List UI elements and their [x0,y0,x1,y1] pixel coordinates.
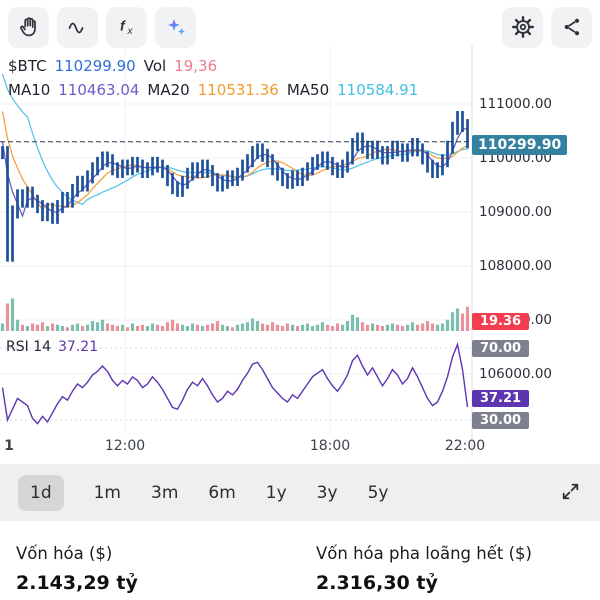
ma50-label: MA50 [286,81,330,99]
ma10-label: MA10 [8,81,51,99]
share-button[interactable] [551,6,592,48]
time-axis-tick: 12:00 [104,438,146,454]
ma20-label: MA20 [147,81,190,99]
settings-button[interactable] [502,6,543,48]
price-axis-tick: 108000.00 [479,258,553,274]
volume-value: 19,36 [174,57,218,75]
rsi-upper-band-badge: 70.00 [472,339,529,357]
wave-icon [66,15,90,39]
rsi-lower-band-badge: 30.00 [472,411,529,429]
svg-text:x: x [126,26,133,37]
fdv-value: 2.316,30 tỷ [316,572,438,594]
range-option-3m[interactable]: 3m [151,482,179,503]
range-option-5y[interactable]: 5y [367,482,389,503]
ma-legend-row[interactable]: MA10 110463.04 MA20 110531.36 MA50 11058… [8,81,418,99]
fx-icon: f x [115,15,139,39]
market-stats: Vốn hóa ($) 2.143,29 tỷ Vốn hóa pha loãn… [0,534,600,594]
wave-tool-button[interactable] [57,6,98,48]
last-price-badge: 110299.90 [472,135,568,155]
toolbar-left-group: f x [8,6,196,48]
chart-toolbar: f x [8,6,592,48]
time-axis-tick: 18:00 [309,438,351,454]
price-axis-tick: 106000.00 [479,366,553,382]
time-axis-tick: 1 [4,438,14,454]
rsi-label: RSI 14 [6,339,52,355]
functions-button[interactable]: f x [106,6,147,48]
share-icon [560,15,584,39]
market-cap-value: 2.143,29 tỷ [16,572,138,594]
rsi-legend-row[interactable]: RSI 14 37.21 [6,339,98,355]
market-cap-stat: Vốn hóa ($) 2.143,29 tỷ [0,534,300,594]
fdv-stat: Vốn hóa pha loãng hết ($) 2.316,30 tỷ [300,534,600,594]
range-selector-bar: 1d 1m 3m 6m 1y 3y 5y [0,464,600,521]
price-legend-row[interactable]: $BTC 110299.90 Vol 19,36 [8,57,217,75]
sparkle-icon [164,15,188,39]
market-cap-label: Vốn hóa ($) [16,544,113,563]
pan-button[interactable] [8,6,49,48]
svg-text:f: f [120,18,126,34]
expand-icon [559,480,582,506]
ma20-value: 110531.36 [197,81,279,99]
time-axis-tick: 22:00 [444,438,486,454]
range-option-6m[interactable]: 6m [208,482,236,503]
rsi-value-badge: 37.21 [472,389,529,407]
fullscreen-button[interactable] [559,480,582,506]
volume-label: Vol [143,57,167,75]
range-option-1d[interactable]: 1d [18,474,64,511]
ai-sparkle-button[interactable] [155,6,196,48]
price-axis-tick: 109000.00 [479,204,553,220]
range-option-3y[interactable]: 3y [316,482,338,503]
fdv-label: Vốn hóa pha loãng hết ($) [316,544,532,563]
volume-badge: 19.36 [472,312,529,330]
ma50-value: 110584.91 [337,81,419,99]
pan-hand-icon [17,15,41,39]
price-axis-tick: 111000.00 [479,96,553,112]
range-option-1m[interactable]: 1m [93,482,121,503]
toolbar-right-group [502,6,592,48]
range-option-1y[interactable]: 1y [265,482,287,503]
last-price-value: 110299.90 [54,57,136,75]
symbol-label: $BTC [8,57,47,75]
gear-icon [511,15,535,39]
rsi-value: 37.21 [58,339,99,355]
ma10-value: 110463.04 [58,81,140,99]
